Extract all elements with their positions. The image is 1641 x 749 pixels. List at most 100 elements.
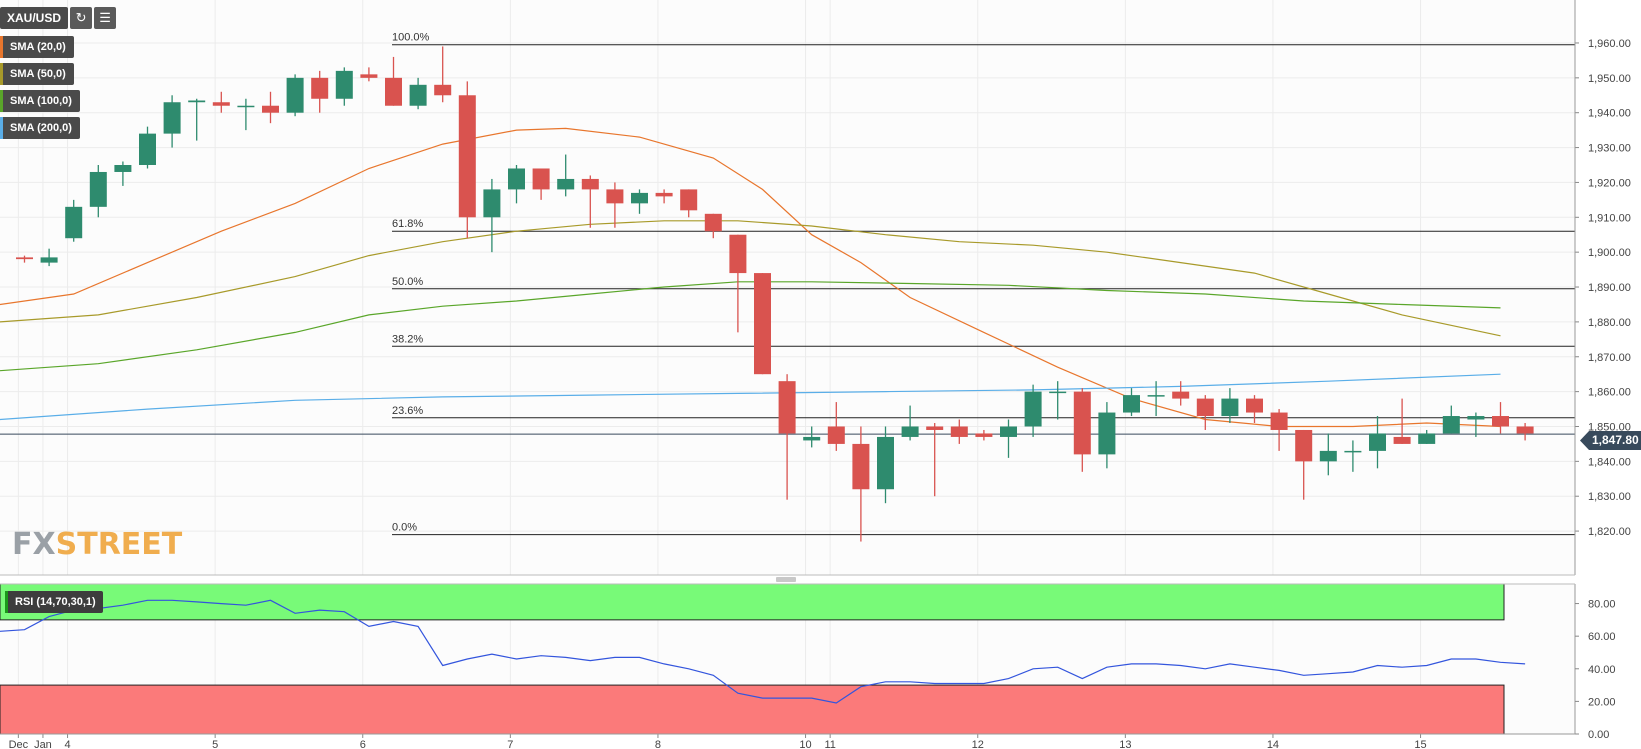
candle-body — [65, 206, 83, 239]
fib-level-label: 0.0% — [392, 522, 417, 534]
time-tick-label: 5 — [212, 739, 218, 749]
candle-body — [237, 105, 255, 108]
rsi-polyline — [0, 599, 1526, 704]
candle-body — [483, 189, 501, 218]
bar-chart-icon[interactable]: ☰ — [94, 7, 117, 29]
price-tick-label: 1,950.00 — [1588, 73, 1631, 85]
fib-level-label: 50.0% — [392, 276, 423, 288]
legend-label: SMA (50,0) — [10, 68, 66, 80]
candle-body — [901, 426, 919, 437]
time-tick-label: 8 — [655, 739, 661, 749]
candle-body — [1393, 436, 1411, 444]
candle-body — [114, 165, 132, 172]
candle-body — [1049, 391, 1067, 394]
logo-part-fx: FX — [12, 527, 56, 562]
candle-body — [926, 426, 944, 430]
price-tick-label: 1,880.00 — [1588, 317, 1631, 329]
candle-body — [1418, 433, 1436, 444]
candle-body — [1221, 398, 1239, 417]
symbol-button[interactable]: XAU/USD — [0, 7, 69, 29]
candle-body — [385, 77, 402, 106]
candle-body — [581, 178, 599, 190]
candle-body — [778, 381, 796, 434]
candle-body — [680, 189, 698, 211]
panel-resize-handle[interactable] — [776, 577, 796, 582]
price-tick-label: 1,850.00 — [1588, 421, 1631, 433]
candle-body — [1024, 391, 1042, 427]
candle-body — [803, 436, 821, 441]
rsi-tick-label: 60.00 — [1588, 631, 1616, 643]
rsi-line — [0, 599, 1526, 704]
candle-body — [950, 426, 968, 437]
candle-body — [409, 84, 427, 106]
rsi-oversold-zone — [0, 684, 1505, 735]
price-tick-label: 1,820.00 — [1588, 526, 1631, 538]
legend-sma-50[interactable]: SMA (50,0) — [0, 63, 74, 85]
candle-body — [754, 273, 771, 375]
legend-sma-20[interactable]: SMA (20,0) — [0, 36, 74, 58]
refresh-icon[interactable]: ↻ — [70, 7, 93, 29]
sma-line — [0, 220, 1501, 337]
price-tick-label: 1,920.00 — [1588, 177, 1631, 189]
candle-body — [360, 74, 378, 78]
fib-level-label: 61.8% — [392, 218, 423, 230]
sma-line — [0, 373, 1501, 421]
candle-body — [311, 77, 329, 99]
candle-body — [1295, 429, 1313, 462]
candle-body — [975, 433, 993, 437]
candle-body — [286, 77, 304, 113]
candle-body — [1516, 426, 1534, 434]
legend-swatch — [0, 63, 3, 85]
price-tick-label: 1,830.00 — [1588, 491, 1631, 503]
time-tick-label: 15 — [1414, 739, 1426, 749]
candle-body — [335, 70, 353, 99]
candle-body — [1147, 395, 1165, 397]
fib-level-label: 100.0% — [392, 32, 430, 44]
legend-swatch — [0, 36, 3, 58]
candle-body — [1270, 412, 1288, 430]
candle-body — [1467, 416, 1485, 420]
chart-toolbar: XAU/USD ↻ ☰ — [0, 7, 117, 29]
fibonacci-levels: 100.0% 61.8% 50.0% 38.2% 23.6% 0.0% — [0, 32, 1575, 536]
candle-body — [1073, 391, 1091, 455]
candle-body — [212, 102, 230, 106]
rsi-legend[interactable]: RSI (14,70,30,1) — [5, 591, 103, 613]
legend-label: SMA (20,0) — [10, 41, 66, 53]
candle-body — [163, 102, 181, 134]
legend-swatch — [0, 90, 3, 112]
candle-body — [1369, 433, 1386, 451]
legend-sma-200[interactable]: SMA (200,0) — [0, 117, 80, 139]
price-tick-label: 1,940.00 — [1588, 108, 1631, 120]
candle-body — [1123, 395, 1140, 413]
time-tick-label: 6 — [360, 739, 366, 749]
time-tick-label: 4 — [64, 739, 70, 749]
time-tick-label: Jan — [34, 739, 52, 749]
time-tick-label: 7 — [507, 739, 513, 749]
rsi-tick-label: 40.00 — [1588, 664, 1616, 676]
rsi-tick-label: 80.00 — [1588, 599, 1616, 611]
price-tick-label: 1,960.00 — [1588, 38, 1631, 50]
candle-body — [262, 105, 279, 113]
candle-body — [606, 189, 624, 204]
candle-body — [704, 213, 722, 232]
candle-body — [16, 257, 33, 260]
legend-sma-100[interactable]: SMA (100,0) — [0, 90, 80, 112]
price-tick-label: 1,910.00 — [1588, 212, 1631, 224]
candle-body — [729, 234, 747, 274]
candle-body — [655, 192, 673, 197]
rsi-tick-label: 20.00 — [1588, 696, 1616, 708]
price-tick-label: 1,870.00 — [1588, 352, 1631, 364]
candle-body — [1098, 412, 1116, 455]
candle-body — [89, 171, 107, 207]
candle-body — [1492, 416, 1509, 427]
candle-body — [508, 168, 525, 190]
candle-body — [1344, 450, 1362, 453]
price-tick-label: 1,840.00 — [1588, 456, 1631, 468]
last-price-tag: 1,847.80 — [1580, 431, 1641, 450]
candlesticks — [16, 46, 1534, 542]
time-tick-label: 11 — [824, 739, 835, 749]
legend-label: SMA (200,0) — [10, 122, 72, 134]
candle-body — [532, 168, 550, 190]
rsi-tick-label: 0.00 — [1588, 729, 1609, 741]
candle-body — [1196, 398, 1214, 417]
